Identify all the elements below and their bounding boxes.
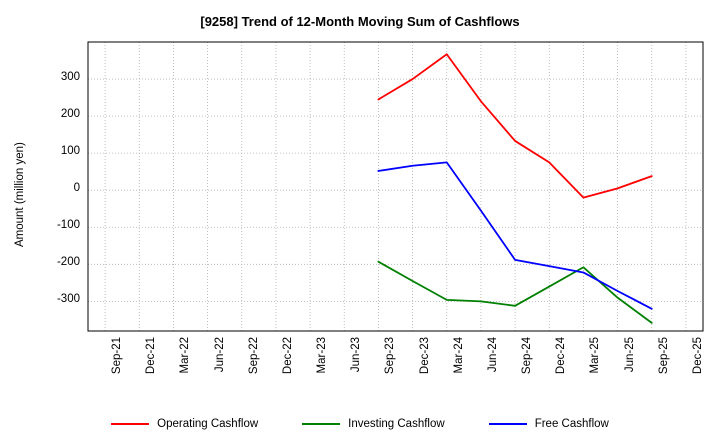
x-tick-label: Sep-21 [111, 337, 124, 375]
y-tick-label: 200 [60, 108, 80, 121]
chart-legend: Operating Cashflow Investing Cashflow Free… [0, 418, 720, 430]
legend-swatch-investing-cashflow [302, 423, 341, 425]
x-tick-label: Sep-24 [521, 337, 534, 375]
x-tick-label: Dec-25 [691, 337, 704, 375]
x-tick-label: Mar-23 [316, 337, 329, 374]
legend-label: Investing Cashflow [348, 418, 445, 430]
page-title: [9258] Trend of 12-Month Moving Sum of C… [200, 14, 520, 29]
y-tick-label: -200 [56, 256, 80, 269]
legend-item: Investing Cashflow [302, 418, 445, 430]
x-tick-label: Jun-25 [623, 337, 636, 373]
x-tick-label: Dec-24 [555, 337, 568, 375]
series-line-free-cashflow [377, 161, 653, 310]
x-tick-label: Mar-24 [452, 337, 465, 374]
x-tick-label: Jun-22 [213, 337, 226, 373]
y-tick-label: -100 [56, 219, 80, 232]
x-tick-label: Dec-23 [418, 337, 431, 375]
x-tick-label: Dec-21 [145, 337, 158, 375]
x-tick-label: Sep-25 [657, 337, 670, 375]
plot-frame [87, 41, 704, 332]
legend-item: Operating Cashflow [111, 418, 258, 430]
y-tick-label: -300 [56, 293, 80, 306]
x-tick-label: Mar-25 [589, 337, 602, 374]
x-tick-label: Sep-23 [384, 337, 397, 375]
legend-label: Free Cashflow [534, 418, 609, 430]
legend-item: Free Cashflow [488, 418, 609, 430]
legend-swatch-free-cashflow [488, 423, 527, 425]
x-tick-label: Jun-24 [486, 337, 499, 373]
x-tick-label: Mar-22 [179, 337, 192, 374]
legend-swatch-operating-cashflow [111, 423, 150, 425]
x-tick-label: Sep-22 [247, 337, 260, 375]
series-line-operating-cashflow [377, 53, 653, 199]
legend-label: Operating Cashflow [157, 418, 259, 430]
y-tick-label: 0 [73, 182, 80, 195]
series-line-investing-cashflow [377, 260, 653, 324]
x-tick-label: Jun-23 [350, 337, 363, 373]
x-tick-label: Dec-22 [281, 337, 294, 375]
y-tick-label: 300 [60, 71, 80, 84]
y-tick-label: 100 [60, 145, 80, 158]
